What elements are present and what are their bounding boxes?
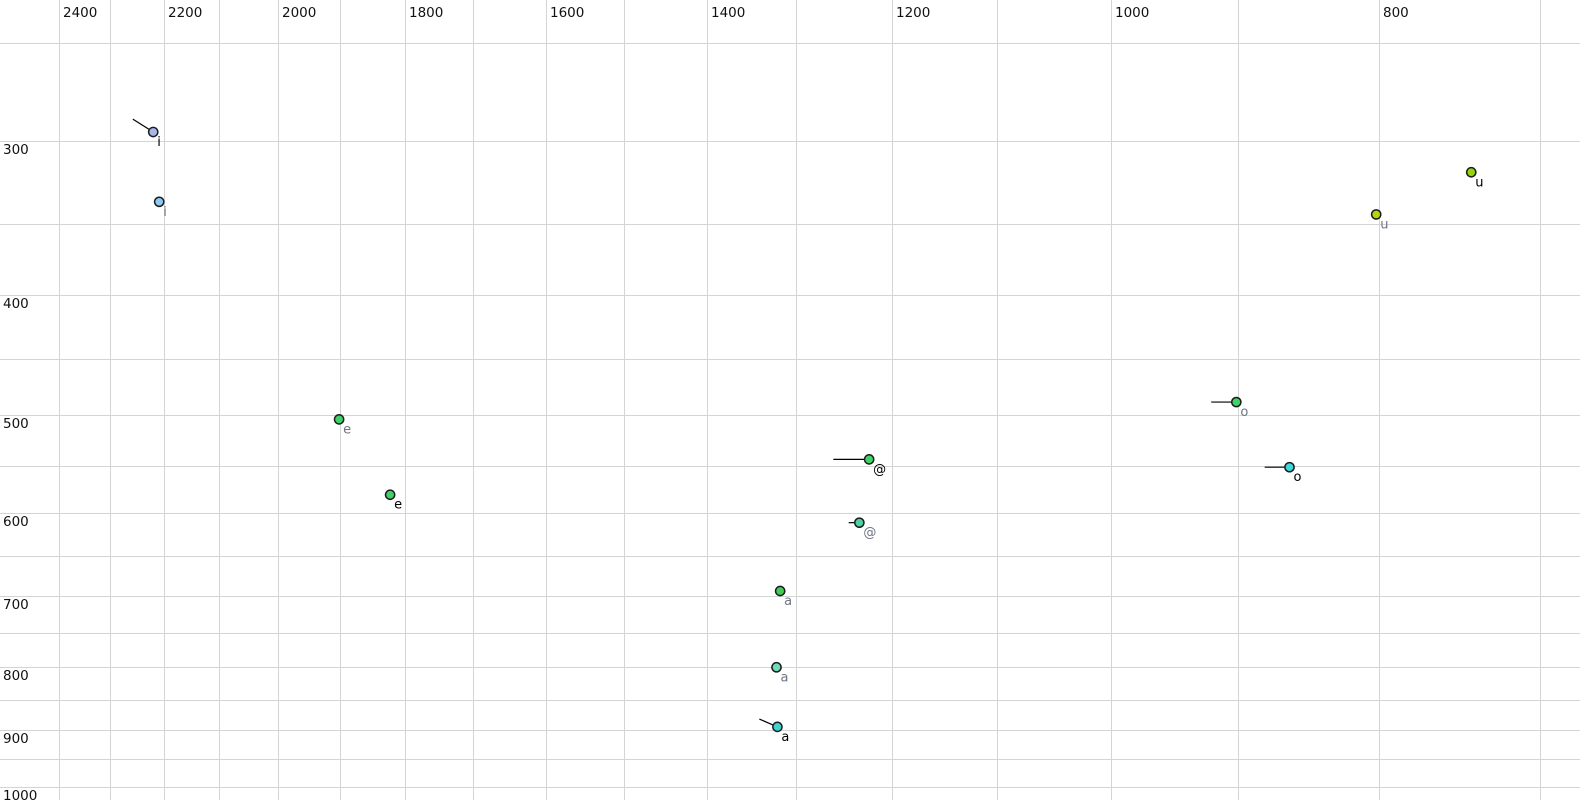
point-label-e-1: e: [343, 422, 351, 437]
data-point-a-2[interactable]: [771, 661, 782, 673]
x-tick-label-2200: 2200: [168, 5, 202, 21]
data-point-i-1[interactable]: [147, 126, 159, 138]
y-tick-label-600: 600: [3, 514, 29, 530]
point-label-o-1: o: [1240, 405, 1248, 420]
point-label-o-2: o: [1293, 470, 1301, 485]
point-label-i-1: i: [157, 135, 161, 150]
data-point-a-1[interactable]: [774, 585, 786, 597]
x-tick-label-1800: 1800: [409, 5, 443, 21]
data-point-i-2[interactable]: [153, 196, 165, 208]
y-tick-label-500: 500: [3, 416, 29, 432]
data-point-u-1[interactable]: [1465, 166, 1477, 178]
data-point-o-2[interactable]: [1284, 461, 1295, 473]
data-point-e-1[interactable]: [333, 414, 345, 425]
point-label-u-2: u: [1380, 217, 1388, 232]
data-point-u-2[interactable]: [1370, 209, 1382, 220]
x-tick-label-800: 800: [1383, 5, 1409, 21]
x-tick-label-1600: 1600: [550, 5, 584, 21]
x-tick-label-1200: 1200: [896, 5, 930, 21]
point-label-a-3: a: [781, 730, 789, 745]
data-point-e-2[interactable]: [384, 489, 396, 501]
data-point-o-1[interactable]: [1230, 396, 1242, 408]
x-tick-label-1400: 1400: [711, 5, 745, 21]
y-tick-label-800: 800: [3, 668, 29, 684]
point-label-schwa-2: @: [863, 526, 876, 541]
data-point-a-3[interactable]: [772, 721, 783, 733]
point-label-a-1: a: [784, 594, 792, 609]
point-label-e-2: e: [394, 498, 402, 513]
y-tick-label-300: 300: [3, 142, 29, 158]
x-tick-label-2000: 2000: [282, 5, 316, 21]
x-tick-label-2400: 2400: [63, 5, 97, 21]
y-tick-label-1000: 1000: [3, 788, 37, 800]
y-tick-label-400: 400: [3, 296, 29, 312]
y-tick-label-900: 900: [3, 731, 29, 747]
y-tick-label-700: 700: [3, 597, 29, 613]
data-point-schwa-1[interactable]: [863, 454, 875, 465]
x-tick-label-1000: 1000: [1115, 5, 1149, 21]
point-label-a-2: a: [781, 670, 789, 685]
data-point-schwa-2[interactable]: [853, 517, 865, 529]
point-label-u-1: u: [1475, 175, 1483, 190]
point-label-i-2: i: [163, 205, 167, 220]
point-label-schwa-1: @: [873, 462, 886, 477]
